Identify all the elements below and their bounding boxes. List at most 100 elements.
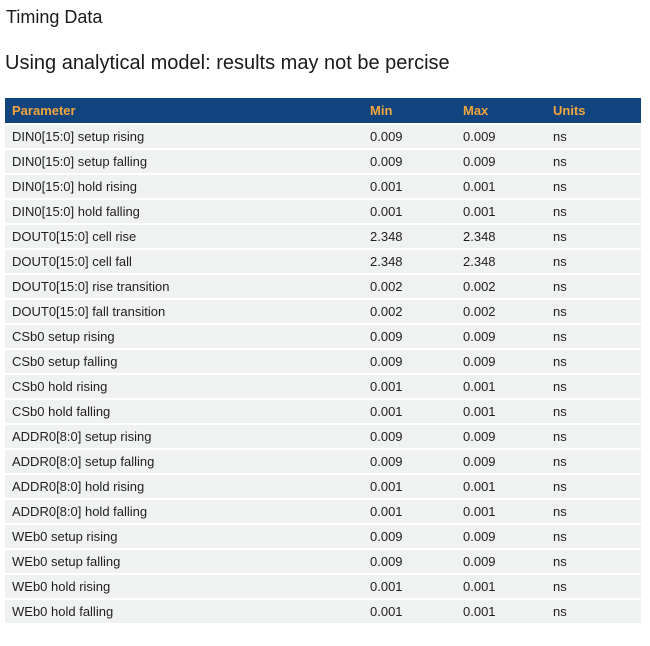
- table-row: DIN0[15:0] hold rising 0.001 0.001 ns: [5, 175, 641, 198]
- cell-parameter: DOUT0[15:0] cell rise: [5, 225, 363, 248]
- cell-parameter: ADDR0[8:0] hold falling: [5, 500, 363, 523]
- cell-min: 0.001: [363, 200, 456, 223]
- cell-parameter: ADDR0[8:0] setup rising: [5, 425, 363, 448]
- table-row: DOUT0[15:0] rise transition 0.002 0.002 ns: [5, 275, 641, 298]
- cell-max: 0.009: [456, 525, 546, 548]
- cell-min: 0.001: [363, 175, 456, 198]
- cell-parameter: WEb0 setup rising: [5, 525, 363, 548]
- cell-parameter: DIN0[15:0] hold falling: [5, 200, 363, 223]
- cell-max: 0.001: [456, 600, 546, 623]
- cell-max: 0.009: [456, 550, 546, 573]
- cell-units: ns: [546, 575, 641, 598]
- cell-min: 0.009: [363, 350, 456, 373]
- cell-min: 0.009: [363, 550, 456, 573]
- cell-max: 0.001: [456, 400, 546, 423]
- cell-min: 2.348: [363, 225, 456, 248]
- page: Timing Data Using analytical model: resu…: [0, 7, 650, 625]
- cell-min: 0.009: [363, 325, 456, 348]
- cell-parameter: DOUT0[15:0] cell fall: [5, 250, 363, 273]
- cell-units: ns: [546, 125, 641, 148]
- page-title: Timing Data: [6, 7, 103, 27]
- cell-parameter: DOUT0[15:0] fall transition: [5, 300, 363, 323]
- cell-min: 0.001: [363, 475, 456, 498]
- cell-parameter: DIN0[15:0] setup rising: [5, 125, 363, 148]
- cell-units: ns: [546, 250, 641, 273]
- cell-min: 0.009: [363, 450, 456, 473]
- cell-parameter: CSb0 hold falling: [5, 400, 363, 423]
- cell-max: 0.009: [456, 450, 546, 473]
- cell-min: 0.009: [363, 150, 456, 173]
- table-row: ADDR0[8:0] setup rising 0.009 0.009 ns: [5, 425, 641, 448]
- cell-max: 0.001: [456, 500, 546, 523]
- cell-max: 0.001: [456, 200, 546, 223]
- cell-parameter: ADDR0[8:0] hold rising: [5, 475, 363, 498]
- column-header-units: Units: [546, 98, 641, 123]
- cell-max: 0.009: [456, 125, 546, 148]
- table-row: WEb0 setup falling 0.009 0.009 ns: [5, 550, 641, 573]
- cell-max: 0.001: [456, 475, 546, 498]
- cell-units: ns: [546, 375, 641, 398]
- cell-min: 0.001: [363, 600, 456, 623]
- cell-parameter: DOUT0[15:0] rise transition: [5, 275, 363, 298]
- cell-units: ns: [546, 350, 641, 373]
- cell-max: 0.001: [456, 575, 546, 598]
- table-row: CSb0 setup rising 0.009 0.009 ns: [5, 325, 641, 348]
- cell-min: 0.009: [363, 525, 456, 548]
- cell-units: ns: [546, 150, 641, 173]
- cell-parameter: CSb0 hold rising: [5, 375, 363, 398]
- cell-max: 2.348: [456, 225, 546, 248]
- cell-min: 2.348: [363, 250, 456, 273]
- cell-min: 0.001: [363, 400, 456, 423]
- cell-max: 0.002: [456, 300, 546, 323]
- cell-min: 0.001: [363, 575, 456, 598]
- table-row: DIN0[15:0] hold falling 0.001 0.001 ns: [5, 200, 641, 223]
- cell-parameter: WEb0 hold rising: [5, 575, 363, 598]
- table-row: ADDR0[8:0] setup falling 0.009 0.009 ns: [5, 450, 641, 473]
- table-row: CSb0 setup falling 0.009 0.009 ns: [5, 350, 641, 373]
- table-row: WEb0 setup rising 0.009 0.009 ns: [5, 525, 641, 548]
- table-row: DIN0[15:0] setup falling 0.009 0.009 ns: [5, 150, 641, 173]
- cell-min: 0.009: [363, 125, 456, 148]
- cell-max: 0.009: [456, 150, 546, 173]
- cell-units: ns: [546, 475, 641, 498]
- column-header-min: Min: [363, 98, 456, 123]
- cell-parameter: WEb0 hold falling: [5, 600, 363, 623]
- cell-parameter: WEb0 setup falling: [5, 550, 363, 573]
- cell-parameter: DIN0[15:0] setup falling: [5, 150, 363, 173]
- cell-parameter: CSb0 setup rising: [5, 325, 363, 348]
- cell-units: ns: [546, 275, 641, 298]
- table-row: CSb0 hold falling 0.001 0.001 ns: [5, 400, 641, 423]
- cell-parameter: CSb0 setup falling: [5, 350, 363, 373]
- column-header-parameter: Parameter: [5, 98, 363, 123]
- cell-max: 2.348: [456, 250, 546, 273]
- cell-units: ns: [546, 175, 641, 198]
- cell-units: ns: [546, 500, 641, 523]
- cell-min: 0.002: [363, 300, 456, 323]
- cell-units: ns: [546, 450, 641, 473]
- cell-max: 0.009: [456, 425, 546, 448]
- cell-units: ns: [546, 550, 641, 573]
- cell-parameter: DIN0[15:0] hold rising: [5, 175, 363, 198]
- cell-min: 0.009: [363, 425, 456, 448]
- cell-max: 0.009: [456, 325, 546, 348]
- cell-min: 0.001: [363, 375, 456, 398]
- cell-units: ns: [546, 200, 641, 223]
- table-row: WEb0 hold rising 0.001 0.001 ns: [5, 575, 641, 598]
- cell-units: ns: [546, 325, 641, 348]
- cell-min: 0.002: [363, 275, 456, 298]
- cell-min: 0.001: [363, 500, 456, 523]
- cell-units: ns: [546, 425, 641, 448]
- table-row: DOUT0[15:0] fall transition 0.002 0.002 ns: [5, 300, 641, 323]
- table-row: DIN0[15:0] setup rising 0.009 0.009 ns: [5, 125, 641, 148]
- column-header-max: Max: [456, 98, 546, 123]
- timing-data-table: Parameter Min Max Units DIN0[15:0] setup ri…: [5, 96, 641, 625]
- cell-units: ns: [546, 400, 641, 423]
- table-row: ADDR0[8:0] hold falling 0.001 0.001 ns: [5, 500, 641, 523]
- cell-units: ns: [546, 300, 641, 323]
- table-row: WEb0 hold falling 0.001 0.001 ns: [5, 600, 641, 623]
- page-subtitle: Using analytical model: results may not …: [5, 52, 450, 74]
- cell-parameter: ADDR0[8:0] setup falling: [5, 450, 363, 473]
- cell-max: 0.009: [456, 350, 546, 373]
- cell-max: 0.002: [456, 275, 546, 298]
- table-header-row: Parameter Min Max Units: [5, 98, 641, 123]
